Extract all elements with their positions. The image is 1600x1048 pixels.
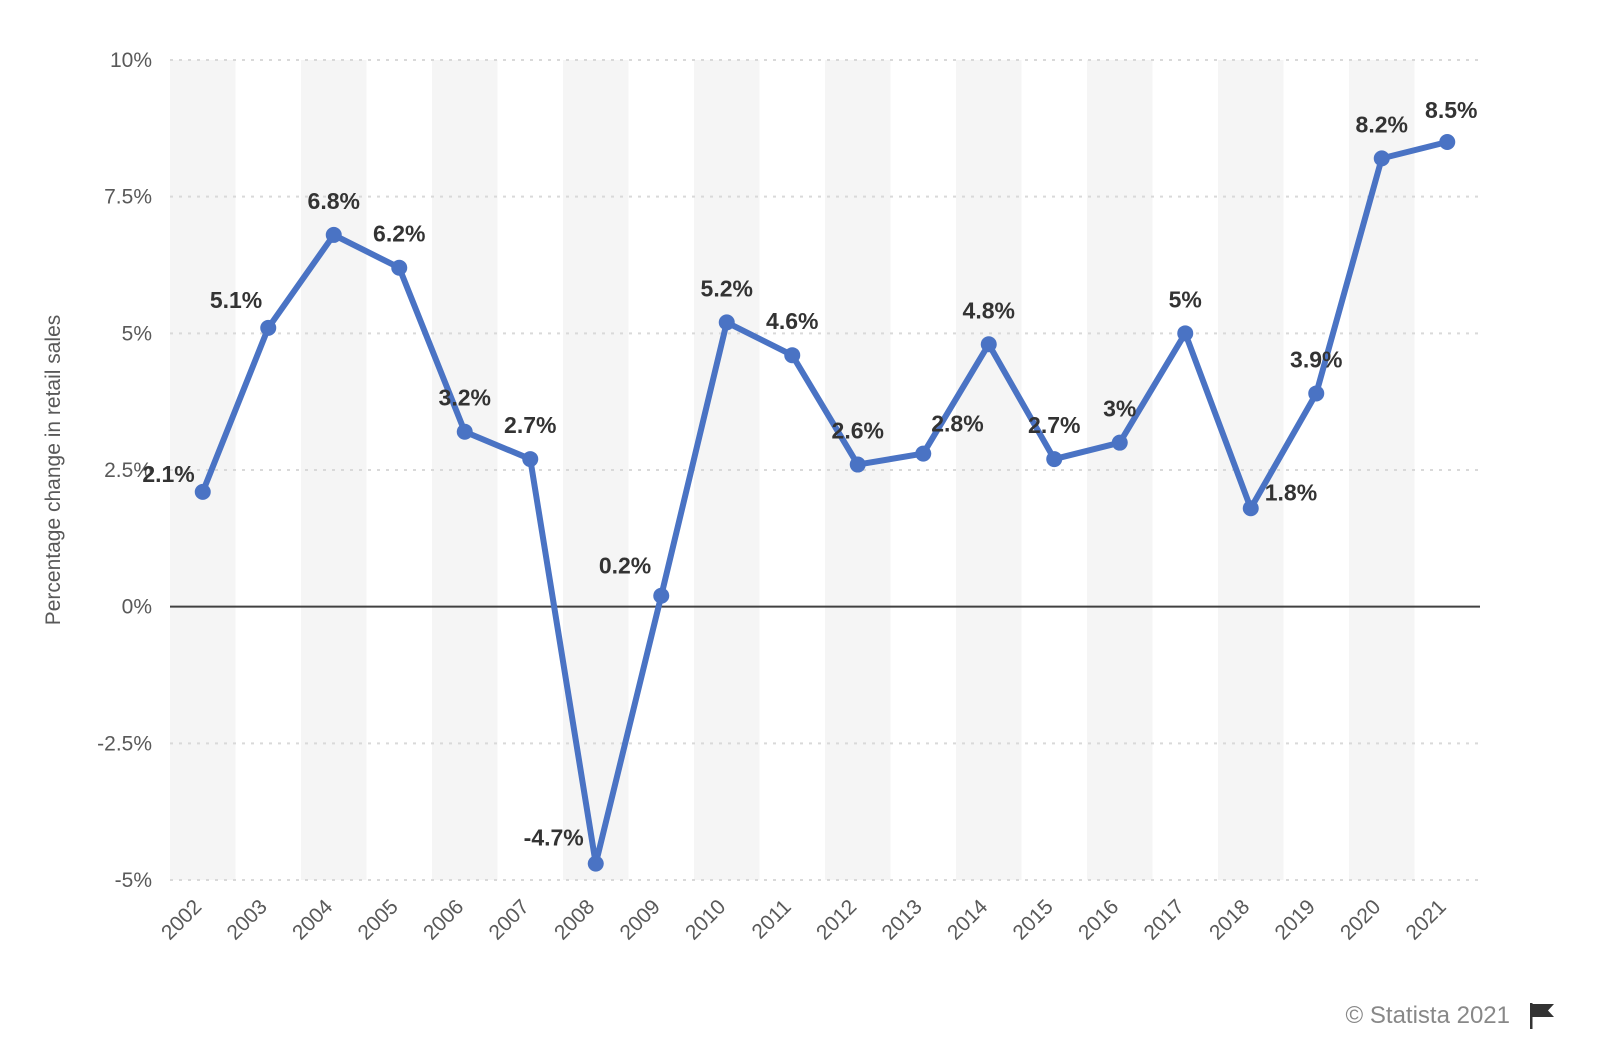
value-label: 2.6%	[832, 418, 884, 444]
data-point[interactable]	[850, 457, 866, 473]
data-point[interactable]	[1112, 435, 1128, 451]
x-tick-label: 2004	[288, 895, 338, 945]
y-tick-label: -2.5%	[97, 732, 152, 755]
x-tick-label: 2006	[419, 895, 468, 944]
x-tick-label: 2019	[1270, 895, 1319, 944]
data-point[interactable]	[260, 320, 276, 336]
x-tick-label: 2015	[1008, 895, 1057, 944]
value-label: 1.8%	[1265, 479, 1317, 505]
value-label: 5.2%	[701, 275, 753, 301]
value-label: -4.7%	[524, 825, 584, 851]
data-point[interactable]	[457, 424, 473, 440]
x-tick-label: 2003	[222, 895, 271, 944]
data-point[interactable]	[1046, 451, 1062, 467]
data-point[interactable]	[1374, 150, 1390, 166]
value-label: 3.2%	[439, 385, 491, 411]
value-label: 2.7%	[504, 412, 556, 438]
chart-footer: © Statista 2021	[1346, 1002, 1560, 1030]
data-point[interactable]	[522, 451, 538, 467]
data-point[interactable]	[326, 227, 342, 243]
data-point[interactable]	[195, 484, 211, 500]
value-label: 0.2%	[599, 553, 651, 579]
data-point[interactable]	[981, 336, 997, 352]
data-point[interactable]	[1177, 325, 1193, 341]
y-tick-label: 0%	[122, 596, 152, 619]
chart-stripe	[956, 60, 1022, 880]
x-tick-label: 2020	[1336, 895, 1385, 944]
x-tick-label: 2014	[943, 895, 993, 945]
y-tick-label: 10%	[110, 49, 152, 72]
value-label: 2.7%	[1028, 412, 1080, 438]
x-tick-label: 2016	[1074, 895, 1123, 944]
chart-container: -5%-2.5%0%2.5%5%7.5%10%Percentage change…	[0, 0, 1600, 1048]
data-point[interactable]	[1439, 134, 1455, 150]
data-point[interactable]	[1243, 500, 1259, 516]
value-label: 8.5%	[1425, 97, 1477, 123]
x-tick-label: 2018	[1205, 895, 1254, 944]
y-tick-label: -5%	[115, 869, 152, 892]
x-tick-label: 2017	[1139, 895, 1188, 944]
value-label: 4.8%	[963, 297, 1015, 323]
y-tick-label: 5%	[122, 322, 152, 345]
data-point[interactable]	[391, 260, 407, 276]
x-tick-label: 2005	[353, 895, 402, 944]
data-point[interactable]	[915, 446, 931, 462]
x-tick-label: 2008	[550, 895, 599, 944]
x-tick-label: 2011	[748, 895, 796, 943]
x-tick-label: 2021	[1401, 895, 1450, 944]
data-point[interactable]	[1308, 385, 1324, 401]
data-point[interactable]	[719, 314, 735, 330]
y-tick-label: 7.5%	[104, 186, 152, 209]
x-tick-label: 2002	[157, 895, 206, 944]
flag-icon[interactable]	[1524, 1003, 1560, 1029]
value-label: 2.1%	[142, 461, 194, 487]
value-label: 5.1%	[210, 287, 262, 313]
attribution-text: © Statista 2021	[1346, 1002, 1510, 1030]
y-axis-label: Percentage change in retail sales	[42, 315, 65, 626]
value-label: 8.2%	[1356, 111, 1408, 137]
value-label: 6.8%	[308, 188, 360, 214]
x-tick-label: 2013	[877, 895, 926, 944]
x-tick-label: 2009	[615, 895, 664, 944]
value-label: 3.9%	[1290, 346, 1342, 372]
value-label: 3%	[1103, 396, 1136, 422]
value-label: 6.2%	[373, 221, 425, 247]
x-tick-label: 2010	[681, 895, 730, 944]
data-point[interactable]	[653, 588, 669, 604]
line-chart: -5%-2.5%0%2.5%5%7.5%10%Percentage change…	[0, 0, 1600, 1020]
data-point[interactable]	[784, 347, 800, 363]
value-label: 2.8%	[931, 411, 983, 437]
value-label: 4.6%	[766, 308, 818, 334]
x-tick-label: 2012	[812, 895, 861, 944]
x-tick-label: 2007	[484, 895, 533, 944]
value-label: 5%	[1169, 286, 1202, 312]
data-point[interactable]	[588, 856, 604, 872]
